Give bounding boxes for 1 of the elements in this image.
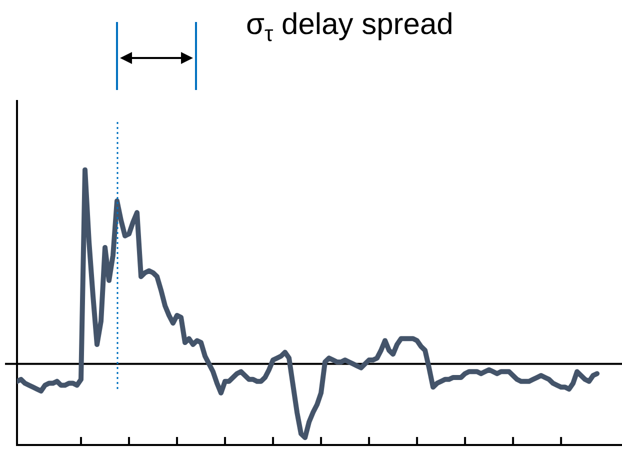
text: σ$_{τ}$ delay spread — [246, 8, 454, 47]
